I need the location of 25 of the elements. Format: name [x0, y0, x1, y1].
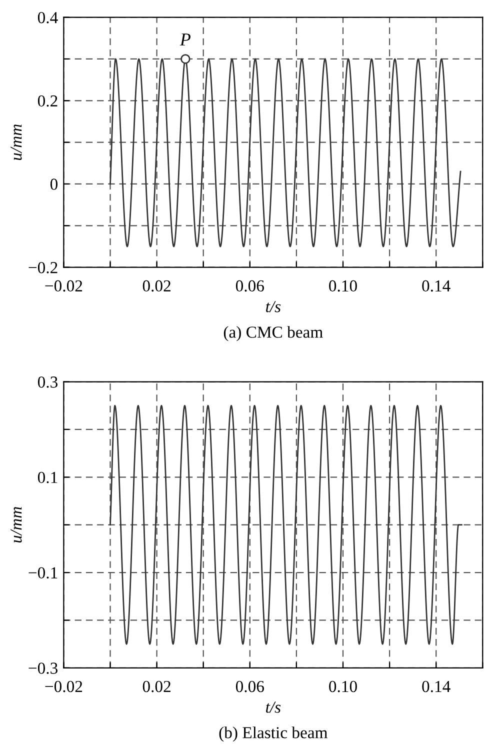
x-tick-label: 0.14 [422, 680, 450, 692]
y-tick-label: 0.1 [38, 472, 58, 484]
annotation: P [180, 34, 190, 46]
text: (a) CMC beam [224, 326, 323, 342]
x-tick-label: 0.06 [236, 680, 264, 692]
x-axis-title: t/s [266, 301, 281, 312]
x-tick-label: 0.02 [142, 680, 170, 692]
y-tick-label: 0.3 [38, 376, 58, 388]
x-tick-label: 0.02 [142, 280, 170, 292]
text: (b) Elastic beam [219, 726, 328, 742]
y-axis-title: u/mm [10, 124, 22, 160]
x-tick-label: 0.10 [329, 280, 357, 292]
y-tick-label: 0.4 [38, 12, 58, 24]
y-tick-label: −0.2 [28, 262, 58, 274]
x-axis-title: t/s [266, 702, 281, 713]
x-tick-label: 0.14 [422, 280, 450, 292]
y-tick-label: 0.2 [38, 95, 58, 107]
y-tick-label: −0.1 [28, 567, 58, 579]
x-tick-label: 0.10 [329, 680, 357, 692]
y-tick-label: 0 [50, 178, 58, 190]
x-tick-label: −0.02 [45, 280, 82, 292]
y-axis-title: u/mm [10, 507, 22, 543]
y-tick-label: −0.3 [28, 662, 58, 674]
x-tick-label: −0.02 [45, 680, 82, 692]
x-tick-label: 0.06 [236, 280, 264, 292]
